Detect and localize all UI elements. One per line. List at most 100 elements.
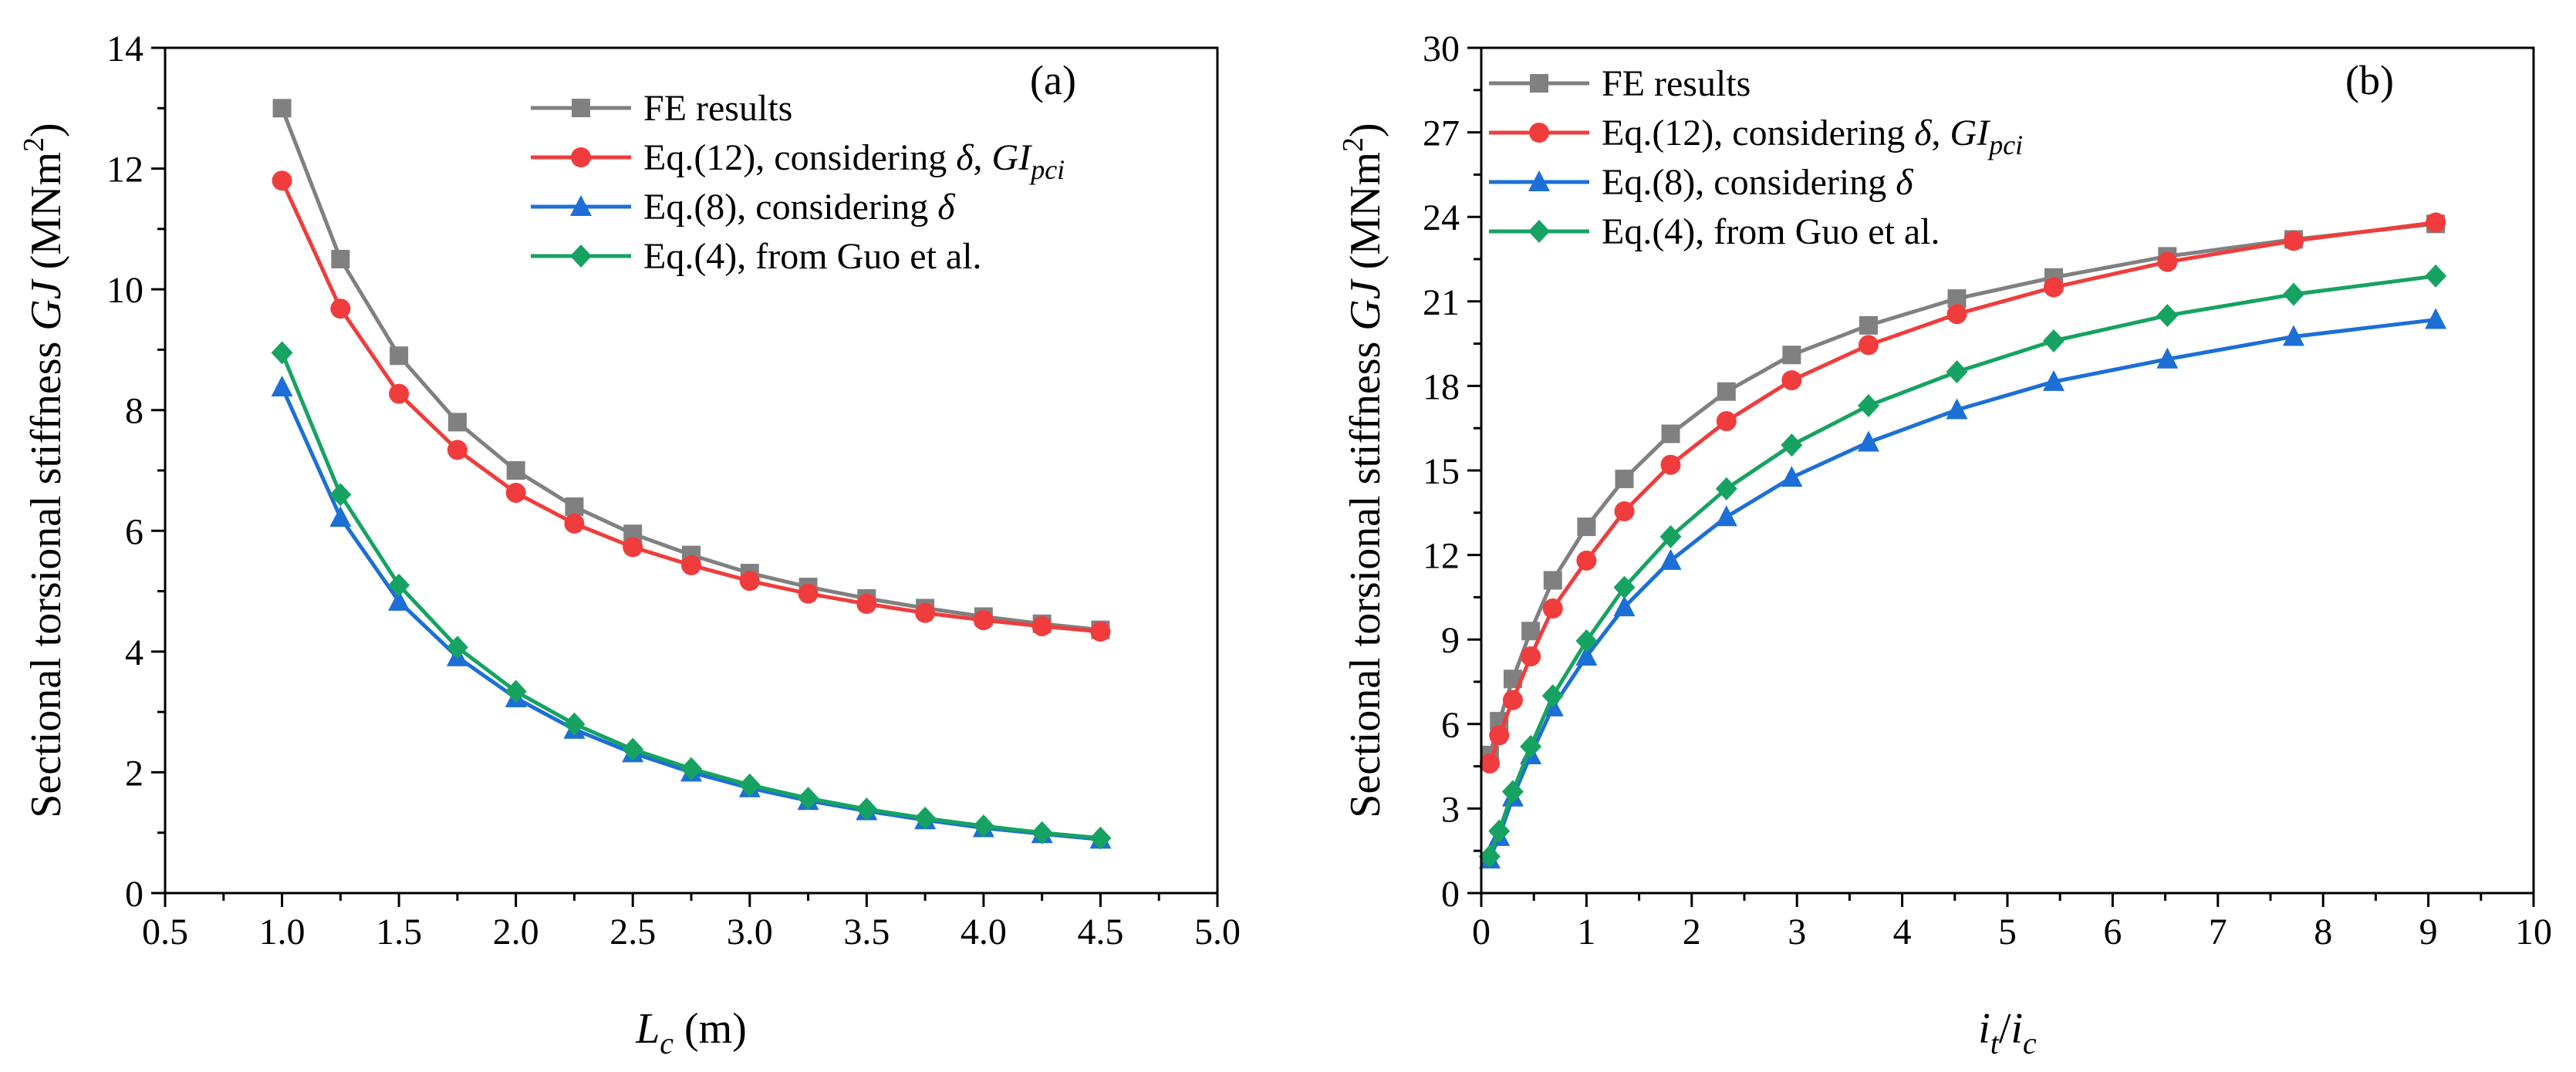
data-point-eq12 bbox=[1542, 598, 1563, 619]
data-point-eq4 bbox=[1857, 393, 1879, 417]
data-point-eq12 bbox=[2426, 212, 2446, 233]
x-tick-label: 3.5 bbox=[843, 912, 890, 952]
data-point-eq12 bbox=[1858, 335, 1879, 356]
data-point-eq4 bbox=[1520, 735, 1542, 759]
legend-swatch-marker bbox=[1530, 74, 1548, 93]
data-point-eq4 bbox=[1575, 629, 1598, 653]
data-point-eq8 bbox=[329, 506, 352, 528]
data-point-eq12 bbox=[739, 571, 760, 592]
panel-b-series bbox=[1478, 212, 2447, 869]
x-tick-label: 0 bbox=[1472, 912, 1491, 952]
x-tick-label: 1.5 bbox=[376, 912, 422, 952]
data-point-eq8 bbox=[1659, 548, 1682, 570]
data-point-eq4 bbox=[738, 773, 761, 797]
x-tick-label: 8 bbox=[2314, 912, 2332, 952]
data-point-eq4 bbox=[388, 573, 410, 597]
legend-item-fe: FE results bbox=[1489, 63, 1751, 104]
legend-swatch-marker bbox=[571, 147, 591, 167]
data-point-eq8 bbox=[1946, 398, 1968, 420]
data-point-fe bbox=[390, 346, 409, 366]
data-point-eq12 bbox=[1479, 753, 1500, 774]
data-point-fe bbox=[1577, 517, 1596, 537]
data-point-eq4 bbox=[1541, 684, 1564, 708]
data-point-fe bbox=[1661, 424, 1680, 443]
data-point-eq12 bbox=[505, 482, 526, 503]
series-eq4 bbox=[271, 341, 1112, 850]
y-tick-label: 18 bbox=[1423, 366, 1460, 407]
y-tick-label: 3 bbox=[1441, 789, 1460, 830]
x-tick-label: 1 bbox=[1577, 912, 1595, 952]
data-point-eq8 bbox=[1781, 466, 1803, 487]
data-point-eq4 bbox=[2156, 304, 2179, 328]
data-point-eq4 bbox=[563, 712, 586, 736]
y-tick-label: 4 bbox=[125, 632, 143, 673]
legend-swatch-marker bbox=[1528, 170, 1550, 191]
data-point-eq12 bbox=[973, 610, 994, 631]
data-point-eq8 bbox=[2425, 308, 2447, 329]
y-tick-label: 2 bbox=[125, 753, 143, 794]
data-point-fe bbox=[1521, 622, 1541, 641]
series-eq12 bbox=[1479, 212, 2446, 774]
panel-a-ticks: 0.5 1.0 1.5 2.0 2.5 3.0 3.5 4.0 4.5 5.0 0 2 4 6 8 10 12 1… bbox=[106, 29, 1241, 952]
legend-swatch-marker bbox=[572, 99, 590, 117]
series-eq4 bbox=[1478, 264, 2447, 868]
legend-swatch-marker bbox=[570, 244, 592, 268]
legend-item-eq12: Eq.(12), considering δ, GIpci bbox=[531, 137, 1065, 185]
x-tick-label: 3 bbox=[1788, 912, 1806, 952]
series-line-eq8 bbox=[1487, 318, 2436, 861]
panel-a-plot-frame bbox=[164, 46, 1219, 895]
data-point-eq12 bbox=[1502, 689, 1523, 710]
data-point-eq4 bbox=[856, 797, 878, 821]
y-tick-label: 6 bbox=[125, 511, 143, 552]
data-point-eq8 bbox=[388, 589, 410, 611]
data-point-eq12 bbox=[798, 583, 819, 604]
data-point-fe bbox=[447, 413, 467, 432]
data-point-eq12 bbox=[2044, 277, 2065, 298]
data-point-eq4 bbox=[1659, 524, 1682, 548]
data-point-eq12 bbox=[1521, 646, 1541, 667]
panel-a-xlabel: Lc (m) bbox=[635, 1005, 747, 1060]
data-point-fe bbox=[1717, 382, 1736, 401]
y-tick-label: 12 bbox=[106, 150, 143, 190]
panel-b-label: (b) bbox=[2345, 57, 2394, 103]
legend-label-eq12: Eq.(12), considering δ, GIpci bbox=[643, 137, 1065, 185]
data-point-eq4 bbox=[505, 679, 527, 703]
data-point-eq4 bbox=[2283, 282, 2305, 306]
data-point-eq4 bbox=[1715, 477, 1737, 501]
data-point-eq12 bbox=[1576, 550, 1597, 571]
y-tick-label: 15 bbox=[1423, 451, 1460, 492]
data-point-eq4 bbox=[329, 483, 352, 507]
legend-swatch-marker bbox=[1529, 123, 1549, 143]
data-point-eq4 bbox=[1478, 844, 1501, 868]
data-point-eq4 bbox=[1089, 826, 1112, 850]
data-point-eq4 bbox=[914, 806, 937, 830]
data-point-fe bbox=[1543, 571, 1562, 590]
data-point-eq12 bbox=[1716, 411, 1737, 432]
data-point-eq8 bbox=[2283, 325, 2305, 346]
series-eq12 bbox=[272, 170, 1111, 642]
data-point-eq4 bbox=[972, 814, 994, 838]
legend-item-eq12: Eq.(12), considering δ, GIpci bbox=[1489, 113, 2023, 160]
data-point-eq8 bbox=[1613, 595, 1636, 617]
legend-swatch-marker bbox=[570, 195, 592, 216]
panel-b-xlabel: it/ic bbox=[1978, 1005, 2037, 1060]
series-line-eq12 bbox=[1487, 221, 2436, 764]
x-tick-label: 2.5 bbox=[609, 912, 656, 952]
y-tick-label: 21 bbox=[1423, 282, 1460, 323]
y-tick-label: 0 bbox=[125, 874, 143, 915]
data-point-eq4 bbox=[680, 757, 702, 780]
data-point-eq4 bbox=[1488, 819, 1511, 843]
data-point-eq4 bbox=[1501, 780, 1524, 804]
data-point-eq8 bbox=[271, 375, 293, 396]
data-point-fe bbox=[565, 497, 584, 516]
x-tick-label: 4.0 bbox=[961, 912, 1007, 952]
data-point-eq4 bbox=[622, 737, 644, 761]
data-point-fe bbox=[331, 250, 350, 268]
data-point-eq12 bbox=[564, 513, 585, 534]
data-point-eq4 bbox=[1031, 821, 1053, 844]
data-point-eq12 bbox=[623, 537, 643, 558]
data-point-fe bbox=[506, 461, 525, 480]
